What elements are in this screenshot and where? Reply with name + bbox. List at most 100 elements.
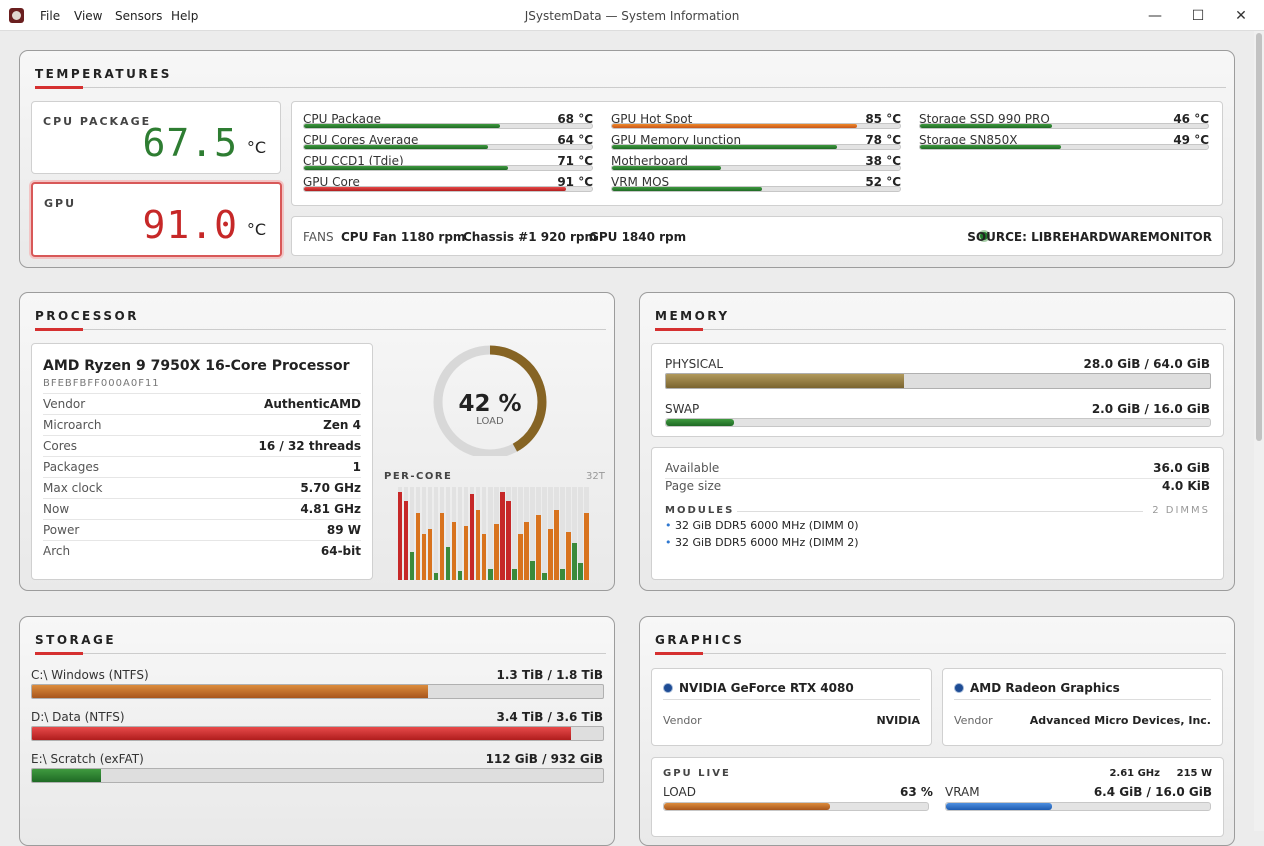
vertical-scrollbar[interactable] [1254, 31, 1264, 831]
core-bar-fill [500, 491, 505, 580]
core-bar [554, 487, 559, 580]
sensor-bar [303, 144, 593, 150]
storage-panel: STORAGE C:\ Windows (NTFS) 1.3 TiB / 1.8 … [19, 616, 615, 846]
core-bar [445, 487, 451, 580]
core-bar [481, 487, 487, 580]
cpu-load-value: 42 % [458, 391, 522, 417]
sensor-name: Motherboard [611, 154, 688, 168]
spec-key: Cores [43, 439, 78, 453]
gpu-name: NVIDIA GeForce RTX 4080 [679, 681, 854, 695]
core-bar-fill [487, 568, 493, 580]
core-bar [494, 487, 499, 580]
physical-bar [665, 373, 1211, 389]
module-item: • 32 GiB DDR5 6000 MHz (DIMM 0) [665, 519, 859, 532]
core-bar-fill [403, 500, 409, 580]
spec-value: 4.81 GHz [300, 502, 361, 516]
drive-bar [31, 768, 604, 783]
close-button[interactable]: ✕ [1235, 7, 1247, 24]
core-bar [403, 487, 409, 580]
source-status-led-icon [978, 230, 990, 242]
sensor-name: Storage SSD 990 PRO [919, 112, 1050, 126]
core-bar [457, 487, 463, 580]
per-core-threads: 32T [586, 471, 605, 482]
fan-chassis: Chassis #1 920 rpm [463, 230, 597, 244]
sensor-value: 91 °C [557, 175, 593, 189]
fans-label: FANS [303, 230, 334, 244]
sensor-bar [303, 165, 593, 171]
cpu-id: BFEBFBFF000A0F11 [43, 378, 160, 389]
core-bar [548, 487, 553, 580]
physical-value: 28.0 GiB / 64.0 GiB [1083, 357, 1210, 371]
gpu-temp-label: GPU [44, 197, 77, 210]
minimize-button[interactable]: — [1148, 7, 1162, 24]
sensor-name: GPU Core [303, 175, 360, 189]
graphics-title: GRAPHICS [655, 633, 745, 647]
core-bar [530, 487, 535, 580]
cpu-load-label: LOAD [476, 416, 504, 427]
page-size-value: 4.0 KiB [1162, 479, 1210, 493]
menu-view[interactable]: View [74, 9, 103, 23]
gpu-load-bar-fill [664, 803, 831, 810]
drive-usage: 1.3 TiB / 1.8 TiB [496, 668, 604, 682]
drive-usage: 112 GiB / 932 GiB [485, 752, 603, 766]
modules-label: MODULES [665, 505, 735, 516]
gpu-name: AMD Radeon Graphics [970, 681, 1120, 695]
core-bar-fill [530, 561, 535, 580]
core-bar-fill [397, 491, 403, 580]
sensor-name: GPU Hot Spot [611, 112, 693, 126]
sensor-value: 46 °C [1173, 112, 1209, 126]
core-bar [566, 487, 571, 580]
menu-sensors[interactable]: Sensors [115, 9, 163, 23]
drive-usage: 3.4 TiB / 3.6 TiB [496, 710, 604, 724]
scrollbar-thumb[interactable] [1256, 33, 1262, 441]
menu-file[interactable]: File [40, 9, 61, 23]
core-bar-fill [560, 568, 565, 580]
spec-row: Power 89 W [43, 519, 361, 540]
spec-value: 1 [352, 460, 361, 474]
cpu-name: AMD Ryzen 9 7950X 16-Core Processor [43, 358, 350, 374]
per-core-label: PER-CORE [384, 471, 453, 482]
sensor-row: Motherboard 38 °C [611, 154, 901, 175]
drive-bar [31, 684, 604, 699]
sensor-list: CPU Package 68 °C CPU Cores Average 64 °C CP… [291, 101, 1223, 206]
gpu-card-nvidia[interactable]: NVIDIA GeForce RTX 4080 Vendor NVIDIA [651, 668, 932, 746]
spec-key: Microarch [43, 418, 102, 432]
panel-underline [35, 652, 606, 655]
core-bar-fill [481, 533, 487, 580]
storage-title: STORAGE [35, 633, 117, 647]
gpu-card-amd[interactable]: AMD Radeon Graphics Vendor Advanced Micr… [942, 668, 1223, 746]
core-bar [524, 487, 529, 580]
core-bar [500, 487, 505, 580]
module-item: • 32 GiB DDR5 6000 MHz (DIMM 2) [665, 536, 859, 549]
sensor-row: GPU Hot Spot 85 °C [611, 112, 901, 133]
cpu-package-readout: CPU PACKAGE 67.5 °C [31, 101, 281, 174]
maximize-button[interactable]: ☐ [1191, 7, 1205, 24]
spec-value: 64-bit [320, 544, 361, 558]
gpu-vendor-label: Vendor [954, 714, 993, 727]
sensor-name: VRM MOS [611, 175, 670, 189]
cpu-info-card: AMD Ryzen 9 7950X 16-Core Processor BFEB… [31, 343, 373, 580]
sensor-bar [611, 186, 901, 192]
core-bar [584, 487, 589, 580]
sensor-bar-fill [304, 124, 500, 128]
sensor-bar [303, 186, 593, 192]
gpu-clock: 2.61 GHz [1109, 768, 1160, 779]
swap-bar-fill [666, 419, 734, 426]
processor-title: PROCESSOR [35, 309, 139, 323]
swap-bar [665, 418, 1211, 427]
swap-label: SWAP [665, 402, 700, 416]
window-title: JSystemData — System Information [524, 9, 740, 23]
bullet-icon: • [665, 519, 672, 532]
core-bar [542, 487, 547, 580]
sensor-row: CPU CCD1 (Tdie) 71 °C [303, 154, 593, 175]
core-bar [451, 487, 457, 580]
sensor-name: GPU Memory Junction [611, 133, 742, 147]
sensor-value: 38 °C [865, 154, 901, 168]
spec-value: 5.70 GHz [300, 481, 361, 495]
sensor-value: 64 °C [557, 133, 593, 147]
drive-bar-fill [32, 769, 101, 782]
spec-row: Now 4.81 GHz [43, 498, 361, 519]
graphics-panel: GRAPHICS NVIDIA GeForce RTX 4080 Vendor … [639, 616, 1235, 846]
menu-help[interactable]: Help [171, 9, 199, 23]
sensor-value: 85 °C [865, 112, 901, 126]
